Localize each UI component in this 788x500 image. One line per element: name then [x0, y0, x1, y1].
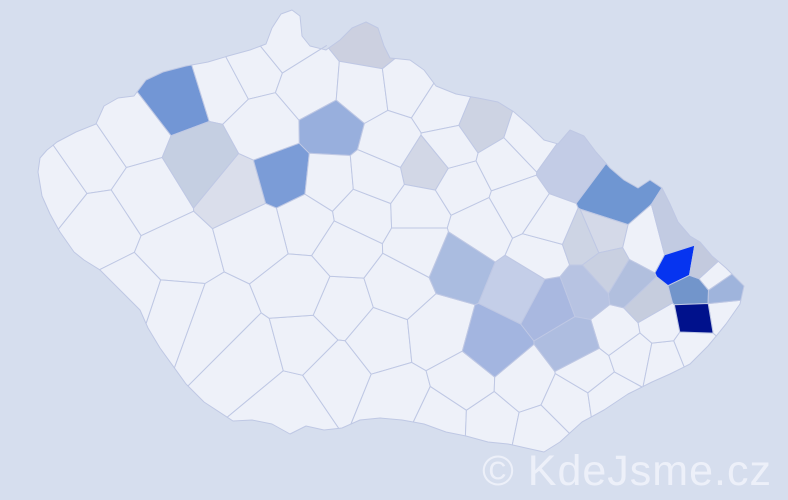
district-cell	[511, 404, 570, 453]
district-cell	[249, 253, 331, 319]
district-cell	[522, 193, 579, 245]
district-cell	[650, 187, 699, 256]
district-cell	[533, 316, 600, 372]
district-cell	[381, 227, 449, 278]
district-cell	[689, 240, 719, 280]
district-cell	[673, 303, 714, 334]
district-cell	[222, 92, 300, 161]
district-cell	[349, 149, 405, 204]
district-cell	[420, 124, 479, 169]
